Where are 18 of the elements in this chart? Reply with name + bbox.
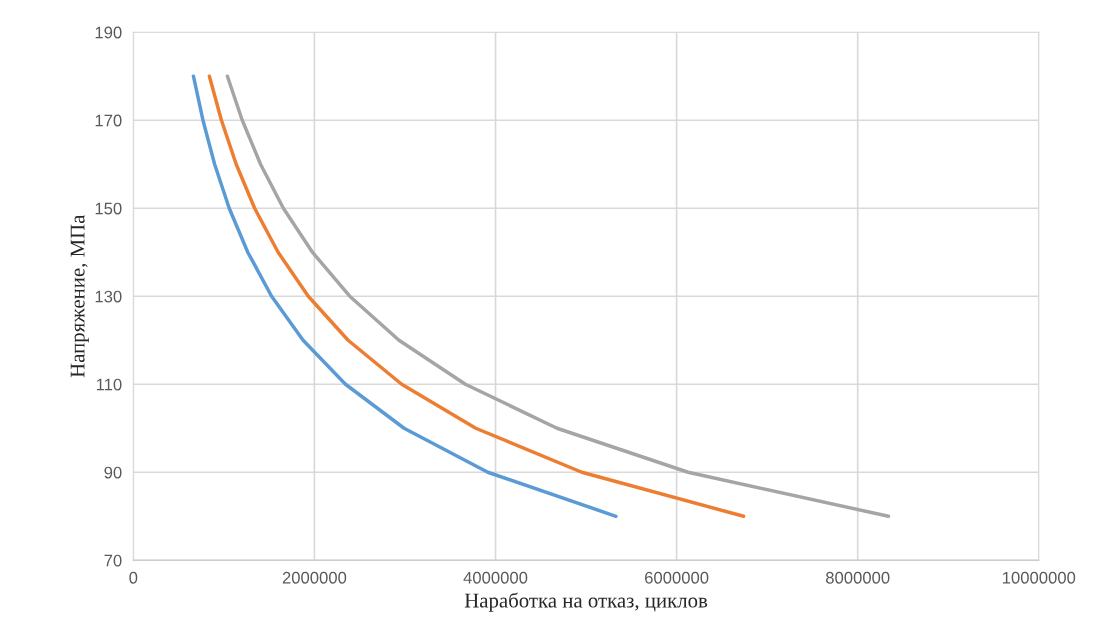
y-tick-label: 110: [96, 378, 122, 391]
x-tick-label: 0: [129, 571, 138, 584]
x-tick-label: 4000000: [463, 571, 528, 584]
y-tick-label: 170: [95, 114, 122, 127]
y-axis-title: Напряжение, МПа: [70, 214, 89, 378]
y-tick-label: 90: [104, 466, 122, 479]
x-tick-label: 8000000: [825, 571, 890, 584]
x-tick-label: 10000000: [1002, 571, 1076, 584]
line-series: [191, 74, 618, 519]
line-series: [225, 74, 891, 519]
y-tick-label: 70: [104, 554, 122, 567]
x-tick-label: 6000000: [645, 571, 709, 584]
x-axis-title: Наработка на отказ, циклов: [464, 592, 708, 612]
x-tick-label: 2000000: [282, 571, 347, 584]
y-tick-label: 190: [95, 26, 122, 39]
y-tick-label: 130: [95, 290, 122, 303]
y-tick-label: 150: [95, 202, 122, 215]
line-series: [207, 74, 746, 519]
